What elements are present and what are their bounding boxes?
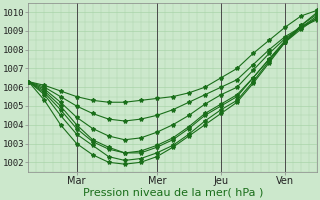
X-axis label: Pression niveau de la mer( hPa ): Pression niveau de la mer( hPa ) xyxy=(83,187,263,197)
